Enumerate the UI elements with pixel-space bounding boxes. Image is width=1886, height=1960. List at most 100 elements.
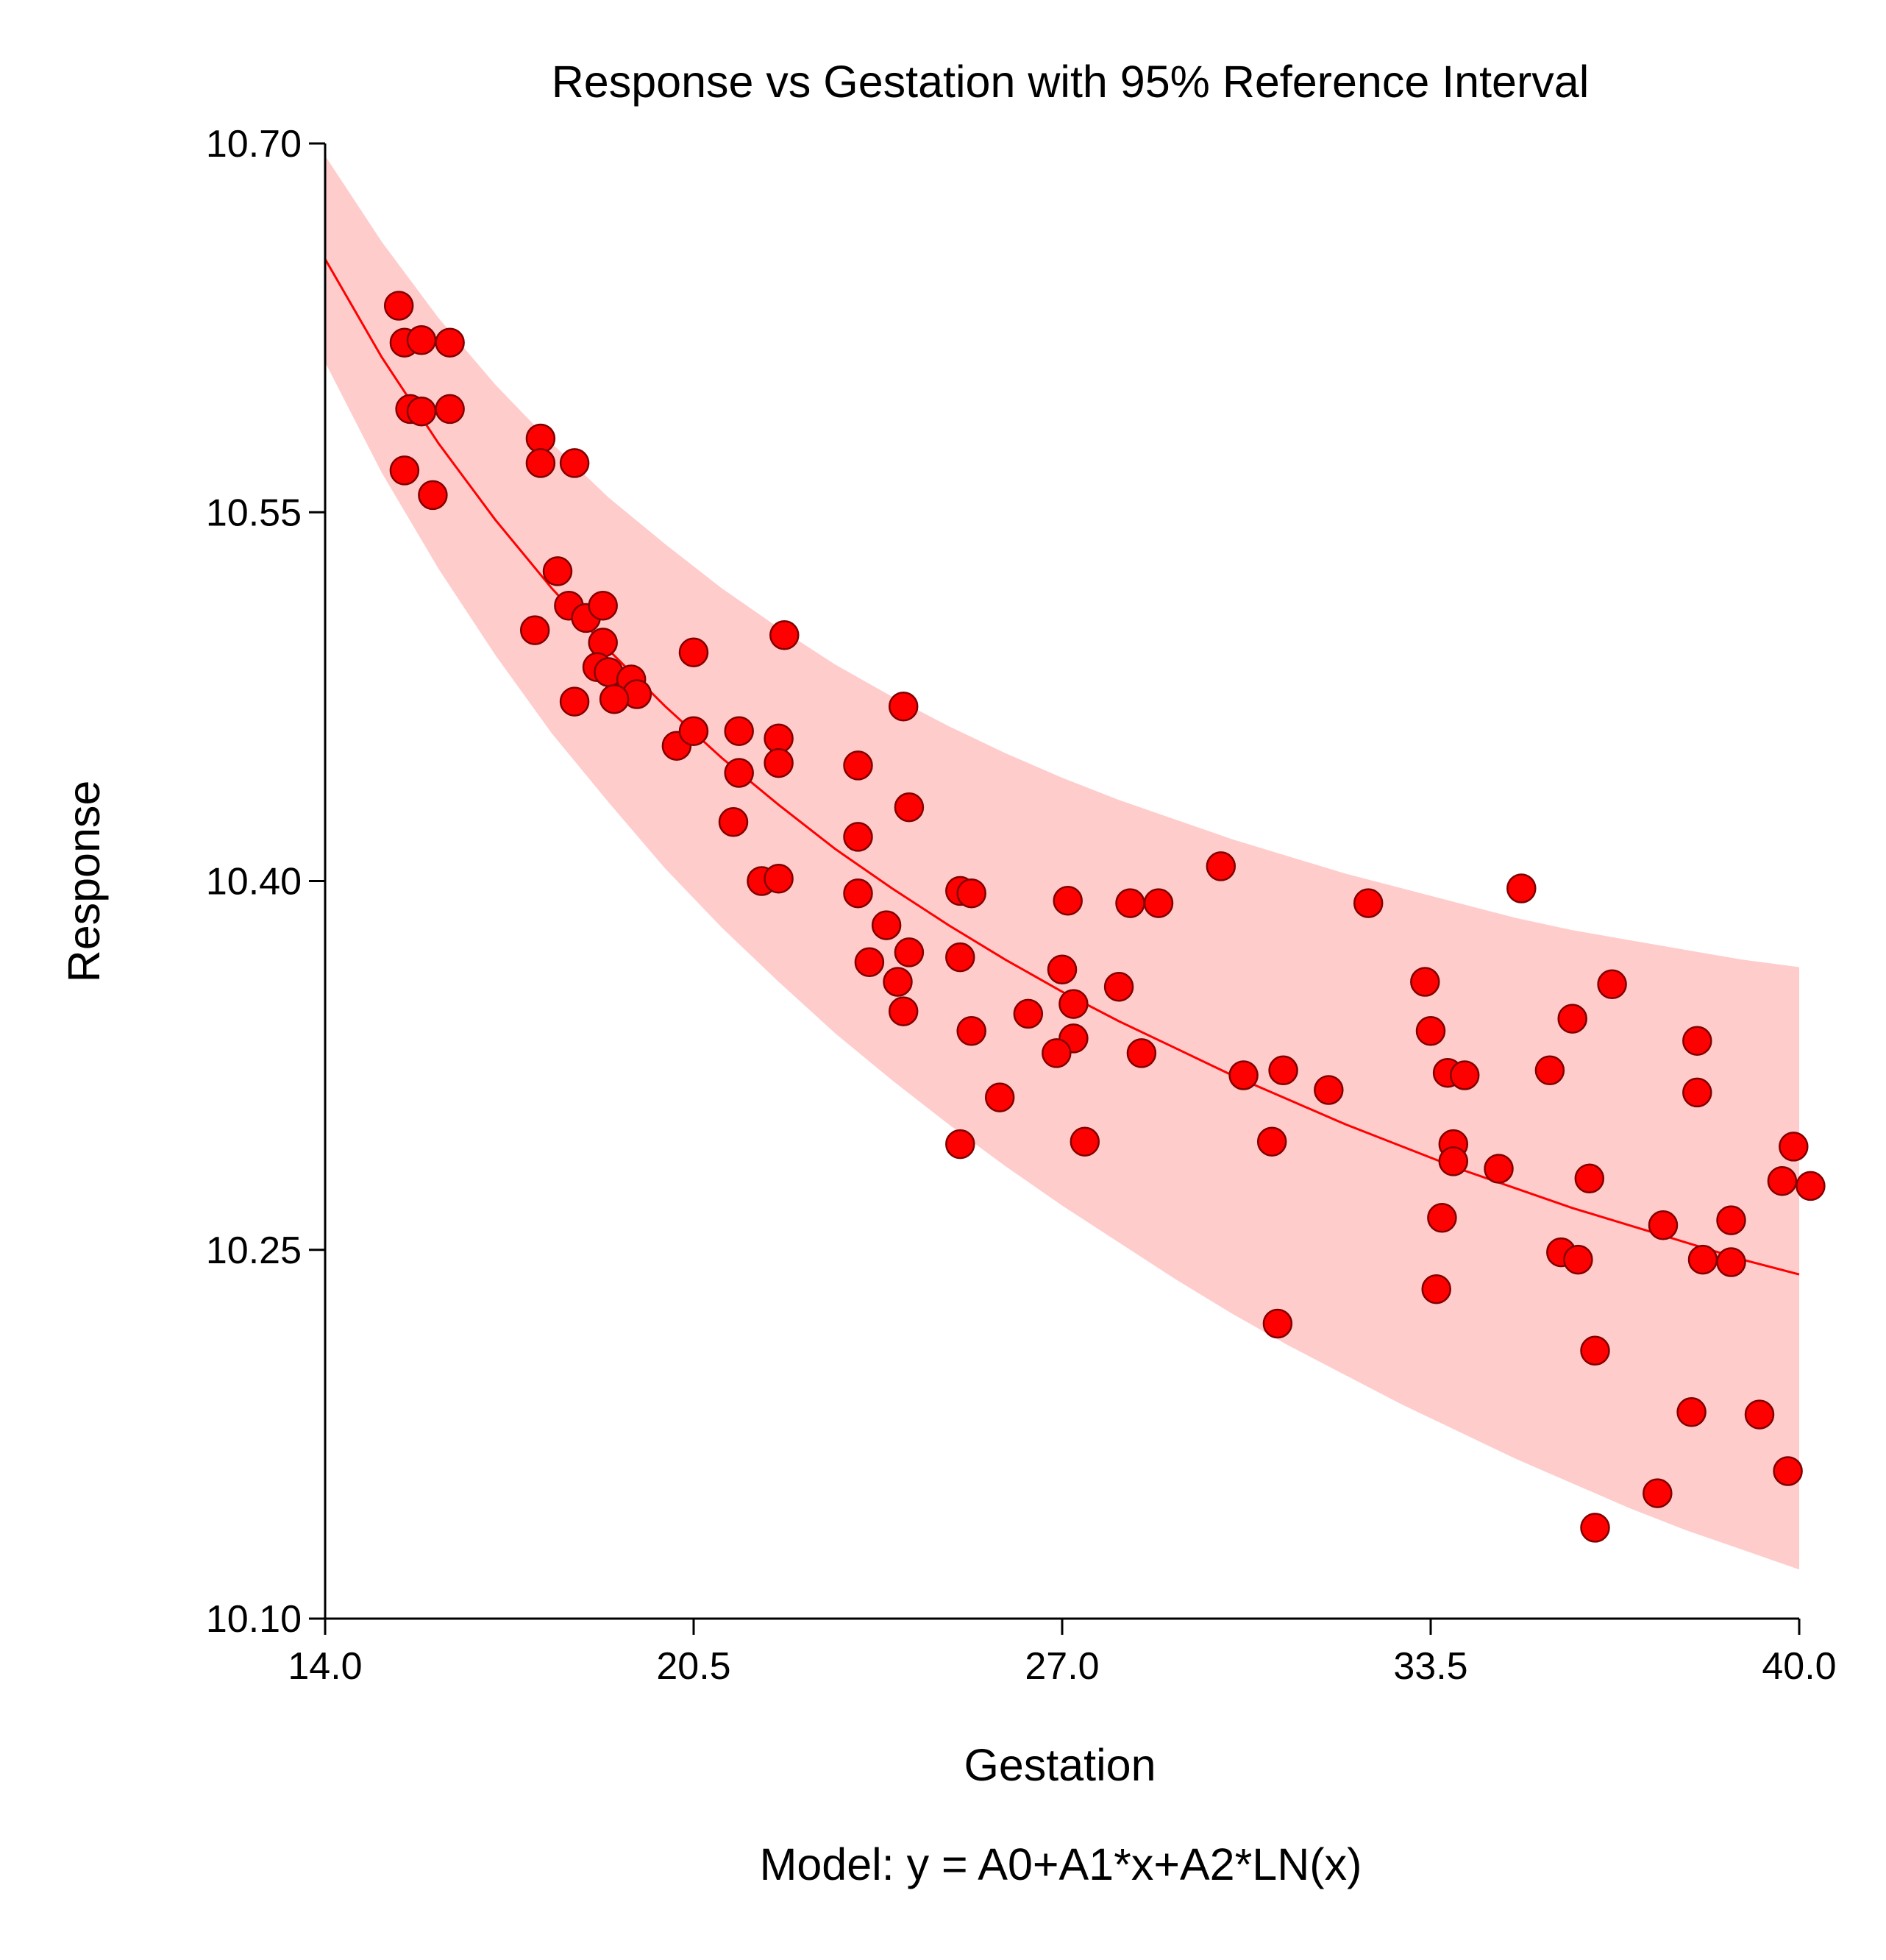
- data-point: [888, 691, 919, 722]
- data-point: [588, 590, 618, 621]
- data-point: [888, 996, 919, 1026]
- data-point: [1687, 1244, 1718, 1275]
- x-tick-label: 20.5: [656, 1645, 730, 1688]
- data-point: [1047, 954, 1078, 985]
- data-point: [1580, 1335, 1610, 1366]
- data-point: [1143, 888, 1174, 918]
- data-point: [1563, 1244, 1593, 1275]
- data-point: [1716, 1247, 1746, 1277]
- data-point: [435, 394, 465, 425]
- data-point: [894, 792, 925, 823]
- data-point: [1256, 1126, 1287, 1157]
- data-points: [383, 291, 1826, 1543]
- data-point: [678, 716, 709, 746]
- data-point: [1773, 1456, 1803, 1486]
- data-point: [1534, 1055, 1565, 1086]
- data-point: [718, 807, 749, 837]
- y-tick-label: 10.25: [206, 1229, 302, 1272]
- data-point: [1410, 967, 1440, 997]
- data-point: [1427, 1203, 1457, 1233]
- data-point: [1767, 1165, 1798, 1196]
- data-point: [1449, 1060, 1480, 1090]
- data-point: [1058, 989, 1089, 1019]
- y-tick-label: 10.40: [206, 861, 302, 903]
- data-point: [525, 448, 556, 478]
- data-point: [1126, 1038, 1157, 1068]
- data-point: [1115, 888, 1145, 918]
- data-point: [984, 1082, 1015, 1112]
- data-point: [1597, 969, 1627, 1000]
- plot-area: [324, 155, 1826, 1570]
- data-point: [1682, 1026, 1712, 1056]
- data-point: [1042, 1038, 1072, 1068]
- data-point: [1353, 888, 1384, 918]
- data-point: [1103, 971, 1134, 1002]
- data-point: [1484, 1154, 1514, 1184]
- data-point: [1643, 1478, 1673, 1508]
- data-point: [769, 620, 800, 650]
- data-point: [764, 748, 794, 778]
- data-point: [1648, 1210, 1679, 1240]
- data-point: [1438, 1146, 1469, 1176]
- data-point: [599, 683, 630, 714]
- data-point: [1070, 1126, 1100, 1157]
- data-point: [1676, 1397, 1707, 1427]
- y-tick-label: 10.55: [206, 491, 302, 534]
- data-point: [1506, 873, 1537, 903]
- data-point: [764, 863, 794, 894]
- data-point: [389, 455, 420, 486]
- y-axis-ticks: 10.10 10.25 10.40 10.55 10.70: [206, 123, 325, 1641]
- data-point: [435, 327, 465, 358]
- y-axis-label: Response: [59, 781, 109, 983]
- data-point: [1796, 1171, 1826, 1201]
- data-point: [843, 822, 873, 852]
- y-tick-label: 10.10: [206, 1598, 302, 1641]
- data-point: [1268, 1055, 1298, 1086]
- data-point: [894, 937, 925, 967]
- x-tick-label: 33.5: [1393, 1645, 1467, 1688]
- x-tick-label: 40.0: [1762, 1645, 1836, 1688]
- data-point: [1779, 1132, 1809, 1162]
- data-point: [871, 910, 902, 940]
- data-point: [383, 291, 414, 321]
- data-point: [945, 942, 975, 973]
- data-point: [956, 878, 986, 909]
- data-point: [1580, 1513, 1610, 1543]
- data-point: [1557, 1004, 1587, 1034]
- reference-interval-band: [325, 155, 1799, 1570]
- data-point: [1262, 1308, 1293, 1339]
- x-tick-label: 27.0: [1025, 1645, 1099, 1688]
- data-point: [406, 325, 437, 355]
- data-point: [1314, 1075, 1344, 1105]
- data-point: [843, 750, 873, 781]
- data-point: [519, 615, 550, 645]
- x-axis-ticks: 14.0 20.5 27.0 33.5 40.0: [288, 1619, 1837, 1688]
- data-point: [1013, 998, 1044, 1029]
- data-point: [1415, 1016, 1446, 1046]
- x-tick-label: 14.0: [288, 1645, 362, 1688]
- data-point: [956, 1016, 986, 1046]
- y-tick-label: 10.70: [206, 123, 302, 166]
- data-point: [1744, 1399, 1775, 1430]
- data-point: [854, 947, 885, 978]
- data-point: [406, 396, 437, 427]
- data-point: [843, 878, 873, 909]
- data-point: [559, 448, 590, 478]
- data-point: [724, 758, 754, 788]
- data-point: [542, 556, 573, 586]
- model-equation: Model: y = A0+A1*x+A2*LN(x): [760, 1839, 1362, 1889]
- data-point: [1206, 851, 1236, 881]
- data-point: [1228, 1060, 1259, 1090]
- data-point: [1574, 1163, 1605, 1194]
- x-axis-label: Gestation: [964, 1740, 1156, 1790]
- data-point: [1716, 1205, 1746, 1235]
- data-point: [1053, 885, 1083, 916]
- data-point: [559, 686, 590, 717]
- data-point: [724, 716, 754, 746]
- data-point: [945, 1129, 975, 1160]
- data-point: [1682, 1077, 1712, 1108]
- data-point: [678, 637, 709, 667]
- data-point: [1421, 1274, 1451, 1304]
- chart-title: Response vs Gestation with 95% Reference…: [552, 57, 1590, 107]
